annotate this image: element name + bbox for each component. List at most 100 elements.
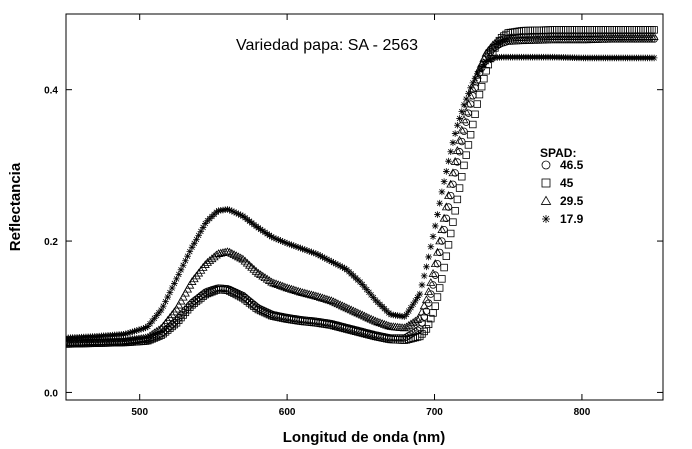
- legend-label: 29.5: [560, 194, 584, 208]
- data-point: [471, 110, 479, 118]
- data-point: [490, 38, 500, 47]
- data-point: [650, 54, 658, 62]
- data-point: [284, 284, 294, 292]
- data-point: [231, 251, 241, 260]
- data-point: [159, 302, 167, 310]
- data-point: [328, 258, 335, 265]
- data-point: [319, 253, 326, 261]
- data-point: [457, 125, 467, 134]
- data-point: [431, 302, 439, 310]
- data-point: [335, 300, 345, 309]
- data-point: [262, 274, 272, 283]
- data-point: [187, 277, 197, 285]
- data-point: [447, 229, 455, 238]
- data-point: [191, 271, 201, 280]
- data-point: [315, 292, 325, 301]
- data-point: [442, 252, 451, 260]
- data-point: [346, 305, 356, 314]
- data-point: [275, 280, 285, 289]
- data-point: [379, 319, 389, 328]
- data-point: [325, 257, 333, 264]
- data-point: [455, 184, 464, 192]
- data-point: [257, 226, 264, 233]
- data-point: [266, 232, 273, 239]
- data-point: [451, 169, 459, 177]
- data-point: [282, 283, 292, 292]
- x-tick-label: 500: [131, 407, 148, 418]
- legend-label: 46.5: [560, 158, 584, 172]
- data-point: [451, 130, 459, 137]
- data-point: [443, 168, 450, 175]
- data-point: [449, 180, 457, 188]
- data-point: [190, 240, 198, 247]
- data-point: [437, 225, 447, 233]
- data-point: [261, 229, 269, 236]
- data-point: [168, 284, 176, 292]
- data-point: [156, 323, 166, 332]
- data-point: [423, 263, 430, 271]
- data-point: [312, 250, 320, 257]
- data-point: [456, 115, 463, 122]
- data-point: [305, 247, 313, 255]
- data-point: [333, 299, 343, 308]
- data-point: [458, 137, 466, 146]
- data-point: [181, 308, 190, 317]
- data-point: [486, 43, 496, 52]
- data-point: [427, 243, 435, 251]
- data-point: [165, 313, 175, 321]
- data-point: [487, 56, 494, 63]
- data-point: [453, 195, 462, 204]
- data-point: [309, 290, 319, 299]
- data-point: [186, 303, 194, 311]
- legend-marker-square: [541, 178, 551, 188]
- data-point: [193, 236, 200, 243]
- data-point: [344, 304, 354, 313]
- data-point: [269, 278, 279, 287]
- data-point: [182, 257, 189, 265]
- data-point: [450, 156, 460, 165]
- data-point: [176, 296, 186, 305]
- data-point: [323, 255, 331, 263]
- data-point: [236, 292, 245, 301]
- data-point: [458, 108, 466, 115]
- data-point: [277, 237, 284, 244]
- data-point: [161, 318, 170, 327]
- data-point: [375, 318, 385, 327]
- data-point: [444, 203, 453, 211]
- legend: SPAD: 46.5 45 29.5 17.9: [540, 146, 584, 226]
- data-point: [399, 323, 409, 332]
- data-point: [183, 284, 193, 293]
- data-point: [228, 207, 236, 215]
- data-point: [270, 234, 278, 242]
- data-point: [66, 337, 71, 346]
- data-point: [385, 309, 393, 317]
- data-point: [351, 307, 361, 316]
- data-point: [306, 290, 316, 299]
- data-point: [340, 302, 350, 311]
- data-point: [451, 207, 459, 215]
- data-point: [157, 306, 165, 314]
- data-point: [301, 246, 309, 253]
- data-point: [281, 239, 289, 246]
- data-point: [419, 301, 429, 310]
- data-point: [172, 304, 182, 313]
- data-point: [435, 284, 444, 292]
- data-point: [336, 262, 344, 270]
- data-point: [162, 298, 169, 305]
- data-point: [175, 271, 183, 278]
- data-point: [280, 282, 290, 291]
- y-tick-label: 0.4: [44, 86, 58, 97]
- data-point: [236, 253, 246, 262]
- data-point: [382, 320, 392, 329]
- data-point: [435, 236, 445, 245]
- data-point: [405, 307, 413, 315]
- data-point: [267, 277, 277, 286]
- data-point: [226, 206, 233, 214]
- data-point: [439, 213, 449, 222]
- data-point: [189, 274, 199, 283]
- data-point: [341, 265, 348, 272]
- data-point: [475, 90, 484, 99]
- data-point: [422, 325, 431, 333]
- data-point: [133, 327, 141, 334]
- data-point: [462, 95, 470, 103]
